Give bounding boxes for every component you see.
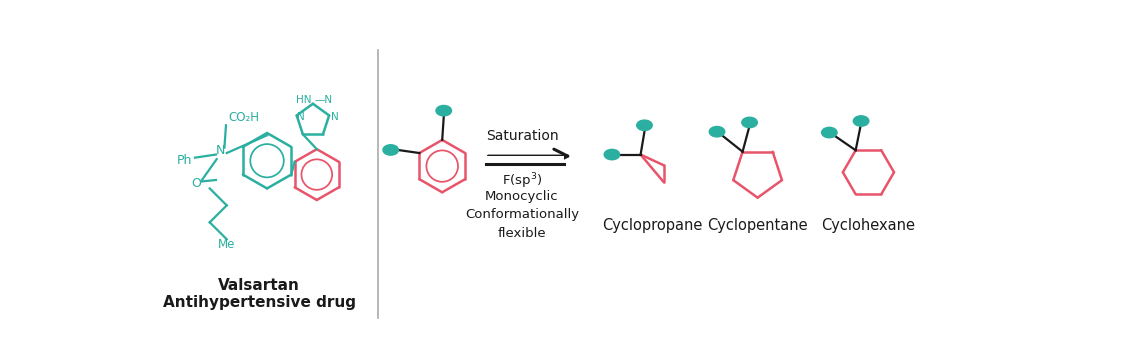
Text: Cyclopentane: Cyclopentane xyxy=(708,218,808,233)
Ellipse shape xyxy=(741,117,757,128)
Text: N: N xyxy=(216,144,225,157)
Text: Conformationally: Conformationally xyxy=(465,209,580,221)
Text: Cyclopropane: Cyclopropane xyxy=(602,218,703,233)
Text: flexible: flexible xyxy=(498,227,547,240)
Text: Valsartan: Valsartan xyxy=(218,278,300,293)
Ellipse shape xyxy=(636,120,652,131)
Text: Saturation: Saturation xyxy=(486,129,558,143)
Text: F(sp$^3$): F(sp$^3$) xyxy=(501,171,542,191)
Text: N: N xyxy=(298,112,306,122)
Text: Me: Me xyxy=(218,238,235,251)
Text: CO₂H: CO₂H xyxy=(229,111,259,124)
Text: Antihypertensive drug: Antihypertensive drug xyxy=(163,295,355,310)
Ellipse shape xyxy=(854,116,869,126)
Text: N: N xyxy=(331,112,338,122)
Text: Ph: Ph xyxy=(177,154,191,167)
Ellipse shape xyxy=(822,127,837,138)
Text: O: O xyxy=(191,177,200,190)
Polygon shape xyxy=(486,157,564,163)
Text: HN: HN xyxy=(295,95,311,105)
Text: Monocyclic: Monocyclic xyxy=(486,190,559,203)
Ellipse shape xyxy=(604,149,619,160)
Text: —N: —N xyxy=(315,95,333,105)
Text: Cyclohexane: Cyclohexane xyxy=(822,218,916,233)
Ellipse shape xyxy=(383,145,398,155)
Ellipse shape xyxy=(436,106,452,116)
Ellipse shape xyxy=(710,127,724,137)
